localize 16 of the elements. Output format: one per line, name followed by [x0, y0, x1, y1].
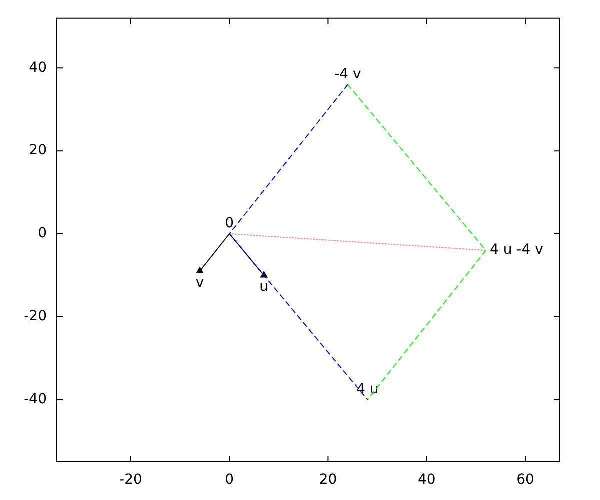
annotation: 0: [225, 216, 234, 232]
annotation: -4 v: [334, 66, 362, 82]
y-tick-label: 0: [38, 226, 47, 242]
x-tick-label: -20: [120, 472, 142, 488]
x-tick-label: 60: [516, 472, 534, 488]
annotation: v: [196, 274, 204, 291]
y-tick-label: -20: [24, 308, 47, 325]
y-tick-label: 20: [29, 142, 47, 159]
y-tick-label: 40: [29, 60, 47, 76]
annotation: 4 u -4 v: [490, 242, 544, 258]
x-tick-label: 20: [319, 472, 338, 488]
x-tick-label: 40: [418, 472, 436, 488]
annotation: 4 u: [356, 381, 379, 398]
annotation: u: [260, 279, 269, 296]
y-tick-label: -40: [24, 391, 47, 408]
x-tick-label: 0: [225, 472, 234, 488]
